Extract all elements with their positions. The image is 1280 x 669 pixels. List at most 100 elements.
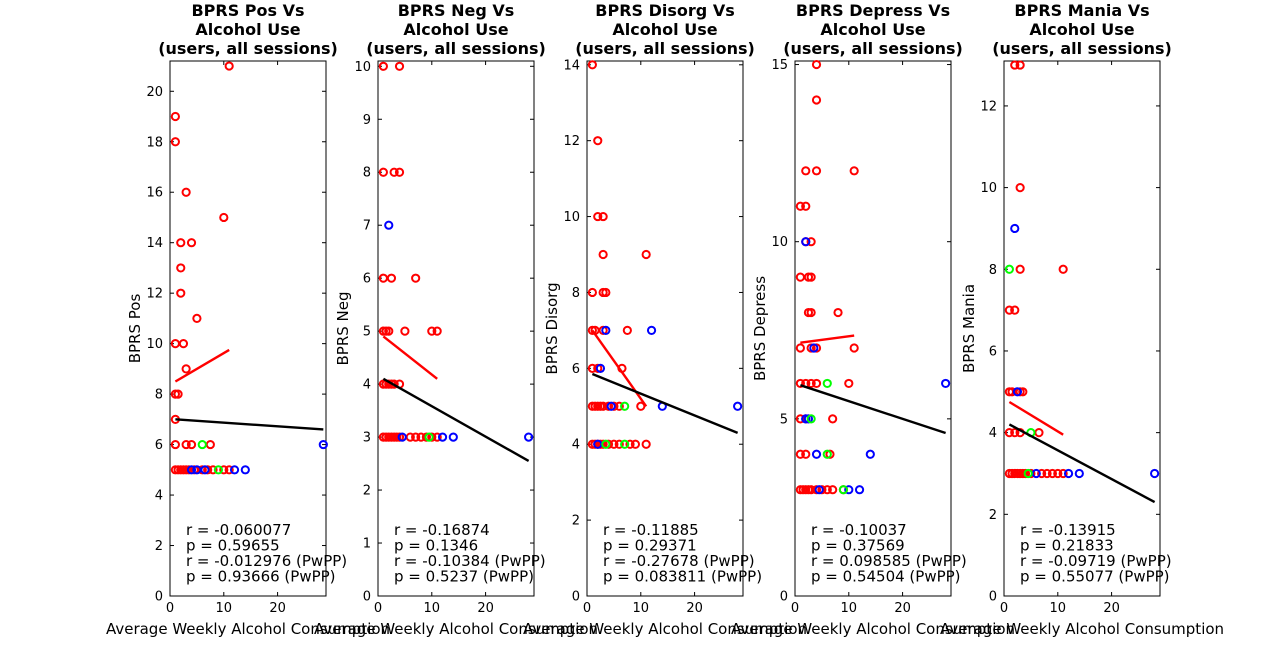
y-tick-label: 15 [771,58,788,73]
data-point-red [828,485,838,495]
data-point-red [593,211,603,222]
y-tick-label: 0 [363,590,371,605]
data-point-red [378,61,388,71]
stat-annotation: p = 0.59655 [186,537,280,555]
y-tick-label: 6 [572,362,580,377]
x-axis-label: Average Weekly Alcohol Consumption [314,620,598,638]
data-point-blue [1012,387,1023,397]
data-point-red [186,238,197,248]
y-tick-label: 10 [354,60,371,75]
data-point-blue [524,432,534,442]
stat-annotation: r = -0.16874 [394,521,490,539]
data-point-blue [448,432,458,442]
data-point-red [176,238,186,248]
x-axis-label: Average Weekly Alcohol Consumption [731,620,1015,638]
x-tick-label: 0 [166,601,174,616]
data-point-red [811,95,822,105]
group-fit-line [1008,400,1064,436]
data-point-blue [801,237,811,247]
data-point-red [1037,468,1047,479]
chart-title-line: Alcohol Use [195,20,300,39]
data-point-red [811,59,822,70]
data-point-green [197,439,207,450]
data-point-red [173,389,183,399]
data-point-red [1042,468,1052,479]
x-tick-label: 10 [841,601,858,616]
data-point-red [801,166,811,176]
overall-fit-line [800,384,946,435]
stat-annotation: r = -0.10037 [811,521,907,539]
stat-annotation: p = 0.55077 (PwPP) [1020,568,1170,586]
data-point-red [598,211,608,222]
y-tick-label: 0 [780,590,788,605]
data-point-red [224,61,234,71]
data-point-red [181,439,191,450]
stat-annotation: p = 0.21833 [1020,537,1114,555]
stat-annotation: p = 0.54504 (PwPP) [811,568,961,586]
y-axis-label: BPRS Pos [126,294,144,364]
data-point-green [1023,468,1033,479]
y-tick-label: 14 [563,58,580,73]
data-point-red [224,465,234,475]
data-point-blue [844,485,854,495]
data-point-red [849,166,859,176]
stat-annotation: r = -0.10384 (PwPP) [394,552,546,570]
data-point-red [828,414,838,424]
y-tick-label: 10 [146,337,163,352]
x-tick-label: 20 [269,601,286,616]
data-point-red [1058,264,1068,274]
chart-title-line: BPRS Depress Vs [796,1,950,20]
y-tick-label: 5 [780,412,788,427]
x-tick-label: 0 [374,601,382,616]
y-tick-label: 8 [989,263,997,278]
data-point-blue [240,465,250,475]
data-point-red [1015,264,1025,274]
x-tick-label: 0 [791,601,799,616]
y-tick-label: 7 [363,219,371,234]
data-point-blue [318,439,328,450]
data-point-red [176,288,186,298]
x-tick-label: 20 [686,601,703,616]
data-point-blue [397,432,407,442]
data-point-blue [384,220,394,230]
data-point-red [811,378,822,389]
y-axis-label: BPRS Mania [960,284,978,373]
y-tick-label: 2 [363,484,371,499]
y-tick-label: 0 [572,590,580,605]
data-point-red [384,326,394,336]
chart-title-line: (users, all sessions) [783,39,963,58]
data-point-red [1018,387,1028,397]
data-point-red [394,167,405,177]
data-point-blue [595,363,606,373]
data-point-blue [941,378,951,389]
data-point-blue [1150,468,1160,479]
x-tick-label: 10 [216,601,233,616]
y-tick-label: 0 [155,590,163,605]
data-point-blue [814,485,824,495]
stat-annotation: r = -0.09719 (PwPP) [1020,552,1172,570]
chart-title-line: (users, all sessions) [992,39,1172,58]
data-point-blue [809,343,819,353]
data-point-red [1058,468,1068,479]
data-point-red [601,287,611,298]
data-point-red [806,378,816,389]
data-point-blue [1063,468,1074,479]
y-tick-label: 6 [155,438,163,453]
y-tick-label: 1 [363,537,371,552]
y-tick-label: 12 [980,99,997,114]
data-point-red [622,325,632,335]
data-point-red [844,378,854,389]
chart-title-line: (users, all sessions) [158,39,338,58]
chart-title-line: BPRS Neg Vs [398,1,515,20]
group-fit-line [382,335,438,380]
data-point-red [1010,305,1020,315]
data-point-red [389,167,399,177]
overall-fit-line [175,418,324,431]
x-tick-label: 10 [424,601,441,616]
data-point-green [806,414,816,424]
y-tick-label: 18 [146,135,163,150]
x-tick-label: 20 [894,601,911,616]
